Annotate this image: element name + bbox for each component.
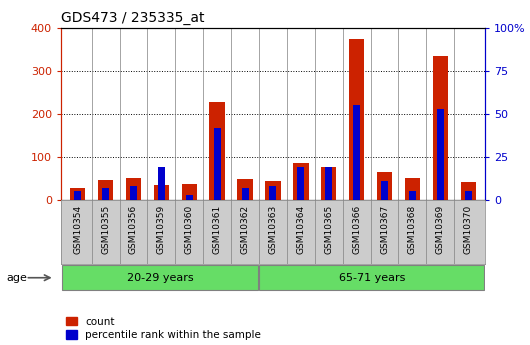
Text: GSM10364: GSM10364 [296,205,305,254]
Bar [98,180,113,200]
Text: 65-71 years: 65-71 years [339,273,405,283]
Bar [325,167,332,200]
Bar [405,178,420,200]
FancyBboxPatch shape [259,265,484,290]
Bar [437,109,444,200]
Bar [182,184,197,200]
Bar [242,188,249,200]
Bar [349,39,364,200]
Text: GSM10362: GSM10362 [241,205,250,254]
Text: GSM10370: GSM10370 [464,205,473,255]
Bar [409,191,416,200]
Text: age: age [6,274,27,283]
Text: GSM10360: GSM10360 [185,205,194,255]
Text: GSM10367: GSM10367 [380,205,389,255]
Bar [237,179,253,200]
Bar [297,167,304,200]
Bar [186,195,193,200]
Text: GSM10355: GSM10355 [101,205,110,255]
Bar [102,188,109,200]
Bar [126,178,141,200]
Legend: count, percentile rank within the sample: count, percentile rank within the sample [66,317,261,340]
Text: GSM10361: GSM10361 [213,205,222,255]
Bar [214,128,220,200]
Bar [269,186,277,200]
Text: 20-29 years: 20-29 years [127,273,193,283]
Bar [432,56,448,200]
Text: GSM10363: GSM10363 [269,205,277,255]
FancyBboxPatch shape [61,265,258,290]
Bar [266,181,280,200]
Text: GSM10369: GSM10369 [436,205,445,255]
Text: GDS473 / 235335_at: GDS473 / 235335_at [61,11,205,25]
Text: GSM10368: GSM10368 [408,205,417,255]
Bar [209,102,225,200]
Bar [158,167,165,200]
Bar [353,105,360,200]
Text: GSM10366: GSM10366 [352,205,361,255]
Bar [130,186,137,200]
Bar [377,172,392,200]
Bar [70,188,85,200]
Bar [154,185,169,200]
Bar [321,167,337,200]
Bar [461,182,476,200]
Text: GSM10354: GSM10354 [73,205,82,254]
Bar [465,191,472,200]
Text: GSM10356: GSM10356 [129,205,138,255]
Bar [381,181,388,200]
Bar [293,164,308,200]
Text: GSM10359: GSM10359 [157,205,166,255]
Bar [74,191,81,200]
Text: GSM10365: GSM10365 [324,205,333,255]
